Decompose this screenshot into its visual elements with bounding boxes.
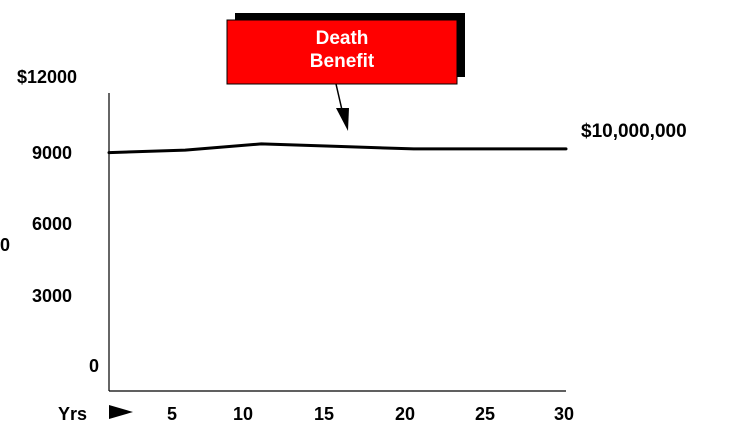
x-axis-arrow-icon <box>109 405 133 419</box>
x-tick-label-5: 5 <box>167 404 177 424</box>
series-line-death-benefit <box>107 142 568 155</box>
x-tick-label-20: 20 <box>395 404 415 424</box>
x-tick-label-30: 30 <box>554 404 574 424</box>
x-axis-prefix-label: Yrs <box>58 404 87 424</box>
callout-arrow-icon <box>336 108 349 131</box>
callout-box <box>226 19 458 85</box>
x-tick-label-10: 10 <box>233 404 253 424</box>
callout-text-line-2: Benefit <box>310 51 375 72</box>
y-tick-label-0: 0 <box>89 356 99 376</box>
y-tick-label-12000: $12000 <box>17 67 77 87</box>
callout-text-line-1: Death <box>316 28 369 49</box>
end-value-label: $10,000,000 <box>581 121 687 142</box>
x-tick-label-25: 25 <box>475 404 495 424</box>
series-points <box>108 143 567 153</box>
y-tick-label-9000: 9000 <box>32 143 72 163</box>
callout-pointer <box>335 83 343 111</box>
y-tick-label-3000: 3000 <box>32 286 72 306</box>
left-edge-label: 0 <box>0 235 10 255</box>
x-tick-label-15: 15 <box>314 404 334 424</box>
y-tick-label-6000: 6000 <box>32 214 72 234</box>
